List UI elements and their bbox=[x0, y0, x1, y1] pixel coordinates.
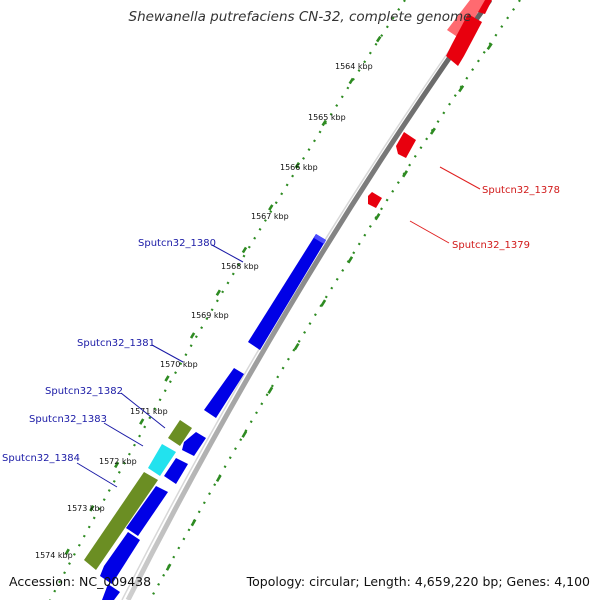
gene-label-sputcn32-1382: Sputcn32_1382 bbox=[45, 386, 123, 397]
tick-dot-tracks bbox=[44, 0, 521, 600]
leader-line-1378 bbox=[439, 166, 481, 190]
gene-label-sputcn32-1384: Sputcn32_1384 bbox=[2, 453, 80, 464]
gene-label-sputcn32-1379: Sputcn32_1379 bbox=[452, 240, 530, 251]
gene-label-sputcn32-1380: Sputcn32_1380 bbox=[138, 238, 216, 249]
major-tick-marks-left bbox=[44, 9, 400, 591]
kbp-label: 1565 kbp bbox=[308, 113, 346, 122]
kbp-label: 1568 kbp bbox=[221, 262, 259, 271]
genome-backbone bbox=[125, 0, 493, 600]
inner-tick-track-right bbox=[149, 0, 521, 600]
gene-label-sputcn32-1383: Sputcn32_1383 bbox=[29, 414, 107, 425]
gene-label-sputcn32-1378: Sputcn32_1378 bbox=[482, 185, 560, 196]
kbp-label: 1564 kbp bbox=[335, 62, 373, 71]
gene-sputcn32-1378 bbox=[396, 132, 416, 158]
kbp-label: 1571 kbp bbox=[130, 407, 168, 416]
gene-label-sputcn32-1381: Sputcn32_1381 bbox=[77, 338, 155, 349]
kbp-label: 1570 kbp bbox=[160, 360, 198, 369]
gene-blue-1384 bbox=[126, 486, 168, 536]
leader-line-1384 bbox=[76, 462, 118, 488]
genome-title: Shewanella putrefaciens CN-32, complete … bbox=[128, 9, 472, 25]
gene-labels: Sputcn32_1378 Sputcn32_1379 Sputcn32_138… bbox=[2, 185, 560, 464]
forward-strand-genes bbox=[368, 0, 492, 208]
leader-line-1380 bbox=[211, 244, 244, 263]
gene-blue-1383 bbox=[164, 458, 188, 484]
gene-blue-bottom bbox=[100, 532, 140, 584]
kbp-label: 1572 kbp bbox=[99, 457, 137, 466]
accession-label: Accession: NC_009438 bbox=[9, 574, 152, 589]
reverse-strand-genes bbox=[100, 234, 326, 600]
kbp-label: 1566 kbp bbox=[280, 163, 318, 172]
gene-sputcn32-1382 bbox=[182, 432, 206, 456]
gene-blue-bottom-2 bbox=[102, 584, 120, 600]
gene-cyan bbox=[148, 444, 176, 476]
other-genes bbox=[84, 420, 192, 570]
kbp-label: 1573 kbp bbox=[67, 504, 105, 513]
gene-red-large bbox=[446, 14, 482, 66]
kbp-label: 1574 kbp bbox=[35, 551, 73, 560]
gene-sputcn32-1380-side bbox=[314, 234, 326, 244]
major-tick-marks-right bbox=[154, 7, 518, 591]
gene-sputcn32-1380 bbox=[248, 234, 326, 350]
leader-line-1379 bbox=[409, 220, 450, 244]
gene-sputcn32-1379 bbox=[368, 192, 382, 208]
leader-line-1383 bbox=[103, 422, 144, 447]
gene-sputcn32-1381 bbox=[204, 368, 244, 418]
leader-line-1381 bbox=[151, 344, 184, 363]
kbp-label: 1567 kbp bbox=[251, 212, 289, 221]
kbp-labels: 1564 kbp 1565 kbp 1566 kbp 1567 kbp 1568… bbox=[35, 62, 373, 560]
leader-line-1382 bbox=[120, 392, 166, 429]
kbp-label: 1569 kbp bbox=[191, 311, 229, 320]
gene-olive-1 bbox=[168, 420, 192, 446]
topology-summary: Topology: circular; Length: 4,659,220 bp… bbox=[246, 574, 590, 589]
gene-olive-long bbox=[84, 472, 158, 570]
label-leader-lines bbox=[76, 166, 481, 488]
